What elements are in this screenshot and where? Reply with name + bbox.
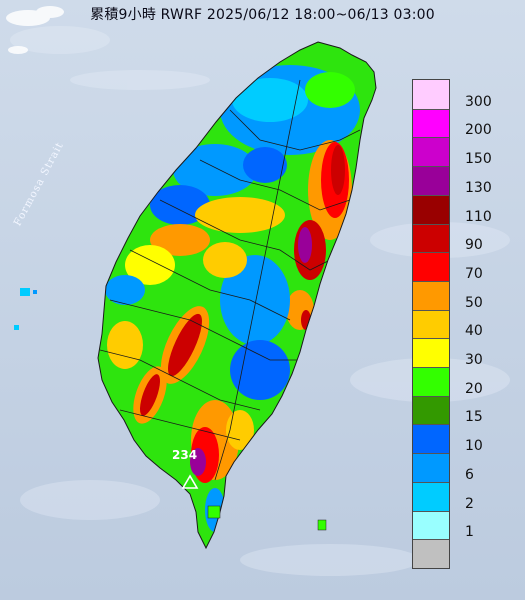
legend-label: 70 — [465, 265, 483, 282]
legend-label: 200 — [465, 122, 492, 139]
legend-swatch — [413, 166, 449, 195]
legend-swatch — [413, 137, 449, 167]
map-title: 累積9小時 RWRF 2025/06/12 18:00~06/13 03:00 — [90, 7, 435, 23]
rainfall-fields — [105, 65, 360, 532]
legend-swatch — [413, 395, 449, 425]
legend-label: 15 — [465, 409, 483, 426]
legend-swatch — [413, 194, 449, 224]
legend-label: 300 — [465, 93, 492, 110]
legend-label: 2 — [465, 495, 474, 512]
legend-swatch — [413, 481, 449, 511]
county-boundaries — [99, 79, 361, 481]
legend-label: 110 — [465, 208, 492, 225]
legend-swatch — [413, 539, 449, 568]
legend-swatch — [413, 453, 449, 482]
legend-label: 30 — [465, 352, 483, 369]
color-legend — [412, 79, 450, 569]
legend-swatch — [413, 510, 449, 540]
legend-label: 20 — [465, 380, 483, 397]
islands — [14, 288, 327, 531]
max-value-label: 234 — [172, 448, 198, 462]
legend-label: 1 — [465, 524, 474, 541]
legend-swatch — [413, 280, 449, 310]
legend-swatch — [413, 424, 449, 454]
legend-swatch — [413, 309, 449, 339]
legend-label: 40 — [465, 323, 483, 340]
max-rainfall-marker-icon — [181, 474, 199, 489]
legend-swatch — [413, 223, 449, 253]
legend-label: 6 — [465, 466, 474, 483]
legend-label: 150 — [465, 151, 492, 168]
cloud-shape — [6, 6, 64, 54]
legend-swatch — [413, 80, 449, 109]
legend-label: 130 — [465, 179, 492, 196]
legend-label: 90 — [465, 237, 483, 254]
legend-swatch — [413, 252, 449, 281]
legend-label: 50 — [465, 294, 483, 311]
legend-swatch — [413, 108, 449, 138]
legend-swatch — [413, 338, 449, 368]
legend-label: 10 — [465, 438, 483, 455]
sea-texture — [10, 26, 510, 576]
legend-swatch — [413, 367, 449, 396]
